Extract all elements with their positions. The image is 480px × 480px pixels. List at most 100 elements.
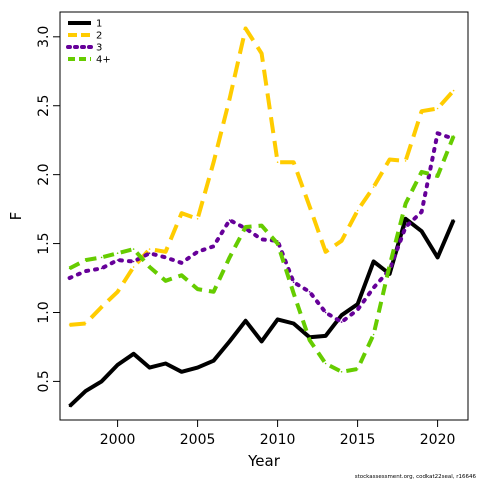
series-0-point bbox=[148, 366, 151, 369]
series-3-point bbox=[212, 291, 215, 293]
series-3-point bbox=[68, 267, 71, 270]
series-2-point bbox=[84, 270, 87, 272]
series-3-point bbox=[148, 266, 151, 268]
series-2-point bbox=[228, 219, 231, 221]
series-3-point bbox=[100, 256, 103, 259]
series-2-point bbox=[292, 281, 295, 284]
series-0-point bbox=[404, 218, 407, 220]
series-2-point bbox=[116, 259, 119, 261]
series-1-point bbox=[84, 322, 87, 325]
series-2-point bbox=[340, 321, 343, 323]
series-0-point bbox=[116, 364, 119, 366]
series-3-point bbox=[356, 368, 359, 370]
series-1-point bbox=[164, 251, 167, 253]
series-1-point bbox=[132, 266, 135, 268]
series-0-point bbox=[244, 320, 247, 322]
series-3-point bbox=[372, 333, 375, 336]
series-2-point bbox=[436, 132, 439, 135]
series-3-point bbox=[228, 256, 231, 259]
series-3-point bbox=[436, 175, 439, 177]
series-2-point bbox=[180, 262, 183, 264]
y-tick-label: 1.5 bbox=[36, 232, 52, 254]
series-1-point bbox=[324, 251, 327, 253]
series-3-point bbox=[324, 362, 327, 365]
series-0-point bbox=[132, 353, 135, 355]
series-3-point bbox=[84, 259, 87, 261]
series-0-point bbox=[196, 366, 199, 369]
series-1-point bbox=[148, 248, 151, 250]
series-3-point bbox=[276, 242, 279, 245]
series-0-point bbox=[356, 303, 359, 306]
series-3-point bbox=[116, 252, 119, 254]
series-3-point bbox=[260, 224, 263, 227]
series-2-point bbox=[324, 311, 327, 314]
series-3-point bbox=[340, 371, 343, 373]
series-2-point bbox=[260, 238, 263, 241]
series-0-point bbox=[340, 314, 343, 317]
series-0-point bbox=[420, 230, 423, 232]
series-1-point bbox=[420, 110, 423, 112]
series-1-point bbox=[68, 324, 71, 326]
series-1-point bbox=[244, 27, 247, 30]
series-2-point bbox=[356, 308, 359, 311]
series-0-point bbox=[212, 359, 215, 362]
series-layer bbox=[67, 26, 456, 408]
credit-text: stockassessment.org, codkat22seal, r1664… bbox=[355, 474, 477, 480]
series-0-point bbox=[372, 260, 375, 263]
series-0-point bbox=[84, 390, 87, 392]
series-0-point bbox=[276, 318, 279, 321]
series-0-point bbox=[164, 362, 167, 365]
series-0-point bbox=[228, 340, 231, 343]
series-3-point bbox=[292, 292, 295, 295]
series-3-point bbox=[404, 202, 407, 205]
series-2-point bbox=[196, 251, 199, 253]
x-axis-title: Year bbox=[247, 452, 281, 470]
series-1-point bbox=[260, 52, 263, 55]
series-1-point bbox=[196, 218, 199, 220]
series-0-point bbox=[292, 322, 295, 325]
series-1-point bbox=[372, 186, 375, 188]
series-2-point bbox=[308, 291, 311, 293]
series-1-point bbox=[388, 158, 391, 161]
series-1-point bbox=[308, 205, 311, 208]
y-axis-title: F bbox=[7, 212, 25, 221]
series-2-point bbox=[100, 267, 103, 270]
legend-label-0: 1 bbox=[96, 19, 102, 30]
series-2-point bbox=[68, 277, 71, 279]
series-2-point bbox=[420, 211, 423, 213]
series-3-point bbox=[196, 288, 199, 290]
series-3-point bbox=[180, 274, 183, 277]
series-line-0 bbox=[68, 216, 456, 408]
series-3-point bbox=[244, 226, 247, 228]
series-0-point bbox=[436, 256, 439, 259]
y-tick-label: 1.0 bbox=[36, 301, 52, 323]
y-tick-label: 2.0 bbox=[36, 164, 52, 186]
series-3-point bbox=[132, 248, 135, 250]
series-0-point bbox=[180, 371, 183, 373]
x-tick-label: 2000 bbox=[100, 432, 136, 448]
y-tick-label: 0.5 bbox=[36, 370, 52, 392]
series-0-point bbox=[260, 340, 263, 343]
legend-label-2: 3 bbox=[96, 43, 102, 54]
series-2-point bbox=[148, 252, 151, 254]
series-0-point bbox=[324, 335, 327, 337]
legend-label-1: 2 bbox=[96, 31, 102, 42]
series-2-point bbox=[132, 260, 135, 263]
series-1-point bbox=[116, 291, 119, 293]
series-1-point bbox=[100, 306, 103, 308]
series-line-1 bbox=[69, 26, 456, 327]
series-2-point bbox=[212, 245, 215, 248]
series-3-point bbox=[420, 171, 423, 173]
series-3-point bbox=[388, 264, 391, 267]
series-3-point bbox=[164, 280, 167, 282]
series-1-point bbox=[404, 160, 407, 162]
series-1-point bbox=[436, 107, 439, 110]
x-tick-label: 2020 bbox=[420, 432, 456, 448]
series-1-point bbox=[212, 161, 215, 163]
series-3-point bbox=[308, 339, 311, 341]
series-2-point bbox=[164, 256, 167, 259]
y-tick-label: 2.5 bbox=[36, 95, 52, 117]
y-tick-label: 3.0 bbox=[36, 26, 52, 48]
